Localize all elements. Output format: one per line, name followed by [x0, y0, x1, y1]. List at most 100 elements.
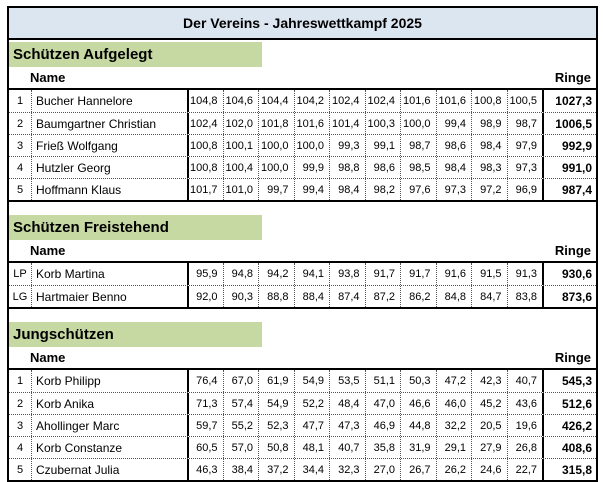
score-cell: 98,4: [435, 157, 472, 178]
name-cell: Korb Philipp: [31, 370, 187, 392]
score-cell: 43,6: [506, 393, 543, 414]
table-row: LG Hartmaier Benno 92,0 90,3 88,8 88,4 87,4 87,…: [9, 285, 596, 307]
score-cell: 46,6: [400, 393, 436, 414]
name-cell: Bucher Hannelore: [31, 90, 187, 112]
name-cell: Hartmaier Benno: [31, 286, 187, 307]
score-cell: 100,8: [471, 90, 507, 112]
score-cell: 86,2: [400, 286, 436, 307]
score-cell: 48,4: [329, 393, 365, 414]
score-cell: 100,5: [506, 90, 543, 112]
column-header-name: Name: [30, 70, 66, 85]
score-cell: 100,8: [187, 135, 223, 156]
total-cell: 426,2: [542, 415, 596, 436]
name-cell: Czubernat Julia: [31, 459, 187, 480]
name-cell: Korb Anika: [31, 393, 187, 414]
score-cell: 104,6: [222, 90, 259, 112]
total-cell: 512,6: [542, 393, 596, 414]
score-cell: 97,9: [506, 135, 543, 156]
column-header-ringe: Ringe: [554, 70, 591, 85]
score-cell: 37,2: [258, 459, 294, 480]
total-cell: 545,3: [542, 370, 596, 392]
name-cell: Korb Martina: [31, 263, 187, 285]
score-cell: 47,0: [364, 393, 401, 414]
score-cell: 96,9: [506, 179, 543, 200]
score-cell: 91,3: [506, 263, 543, 285]
score-cell: 102,4: [329, 90, 365, 112]
score-cell: 97,3: [506, 157, 543, 178]
score-cell: 45,2: [471, 393, 507, 414]
rank-cell: 5: [16, 183, 24, 196]
score-cell: 27,0: [364, 459, 401, 480]
table-row: 4 Hutzler Georg 100,8 100,4 100,0 99,9 98,8 98,…: [9, 156, 596, 178]
score-cell: 44,8: [400, 415, 436, 436]
score-cell: 101,6: [293, 113, 330, 134]
score-cell: 47,3: [329, 415, 365, 436]
score-cell: 101,0: [222, 179, 259, 200]
score-cell: 26,2: [435, 459, 472, 480]
score-cell: 50,8: [258, 437, 294, 458]
score-cell: 100,1: [222, 135, 259, 156]
name-cell: Korb Constanze: [31, 437, 187, 458]
score-cell: 98,7: [506, 113, 543, 134]
score-cell: 97,3: [435, 179, 472, 200]
table-header: Name Ringe: [9, 240, 596, 261]
total-cell: 992,9: [542, 135, 596, 156]
total-cell: 930,6: [542, 263, 596, 285]
score-cell: 71,3: [187, 393, 223, 414]
score-cell: 50,3: [400, 370, 436, 392]
score-cell: 94,1: [293, 263, 330, 285]
score-cell: 100,3: [364, 113, 401, 134]
name-cell: Hutzler Georg: [31, 157, 187, 178]
score-cell: 54,9: [258, 393, 294, 414]
table-row: 1 Bucher Hannelore 104,8 104,6 104,4 104,2 102…: [9, 90, 596, 112]
score-cell: 98,6: [435, 135, 472, 156]
score-cell: 60,5: [187, 437, 223, 458]
table-row: LP Korb Martina 95,9 94,8 94,2 94,1 93,8 91,7 91…: [9, 263, 596, 285]
score-cell: 100,0: [293, 135, 330, 156]
score-cell: 61,9: [258, 370, 294, 392]
score-cell: 99,9: [293, 157, 330, 178]
score-cell: 101,4: [329, 113, 365, 134]
table-row: 2 Baumgartner Christian 102,4 102,0 101,8 101…: [9, 112, 596, 134]
score-cell: 76,4: [187, 370, 223, 392]
section-heading: Jungschützen: [9, 322, 262, 347]
section-aufgelegt: Schützen Aufgelegt Name Ringe 1 Bucher Ha…: [9, 42, 596, 202]
score-cell: 101,8: [258, 113, 294, 134]
score-cell: 84,8: [435, 286, 472, 307]
rank-cell: 3: [16, 419, 24, 432]
score-cell: 83,8: [506, 286, 543, 307]
rank-cell: 4: [16, 441, 24, 454]
score-cell: 100,0: [258, 157, 294, 178]
score-cell: 97,6: [400, 179, 436, 200]
page-title: Der Vereins - Jahreswettkampf 2025: [9, 8, 596, 40]
score-cell: 40,7: [506, 370, 543, 392]
score-cell: 52,2: [293, 393, 330, 414]
score-cell: 94,2: [258, 263, 294, 285]
rank-cell: 2: [16, 117, 24, 130]
score-cell: 55,2: [222, 415, 259, 436]
score-cell: 99,7: [258, 179, 294, 200]
score-cell: 101,7: [187, 179, 223, 200]
table-header: Name Ringe: [9, 67, 596, 88]
column-header-ringe: Ringe: [554, 350, 591, 365]
score-cell: 98,3: [471, 157, 507, 178]
score-cell: 100,0: [400, 113, 436, 134]
score-cell: 26,8: [506, 437, 543, 458]
total-cell: 1027,3: [542, 90, 596, 112]
score-sheet: Der Vereins - Jahreswettkampf 2025 Schüt…: [7, 6, 598, 482]
score-cell: 47,2: [435, 370, 472, 392]
score-cell: 34,4: [293, 459, 330, 480]
rank-cell: 1: [16, 375, 24, 387]
column-header-ringe: Ringe: [554, 243, 591, 258]
score-cell: 46,9: [364, 415, 401, 436]
score-cell: 54,9: [293, 370, 330, 392]
score-cell: 99,1: [364, 135, 401, 156]
table-row: 1 Korb Philipp 76,4 67,0 61,9 54,9 53,5 51,1 50,…: [9, 370, 596, 392]
score-cell: 88,8: [258, 286, 294, 307]
score-cell: 104,2: [293, 90, 330, 112]
score-cell: 59,7: [187, 415, 223, 436]
table-body: LP Korb Martina 95,9 94,8 94,2 94,1 93,8 91,7 91…: [9, 261, 596, 309]
score-cell: 87,4: [329, 286, 365, 307]
table-row: 5 Hoffmann Klaus 101,7 101,0 99,7 99,4 98,4 98,…: [9, 178, 596, 200]
total-cell: 991,0: [542, 157, 596, 178]
